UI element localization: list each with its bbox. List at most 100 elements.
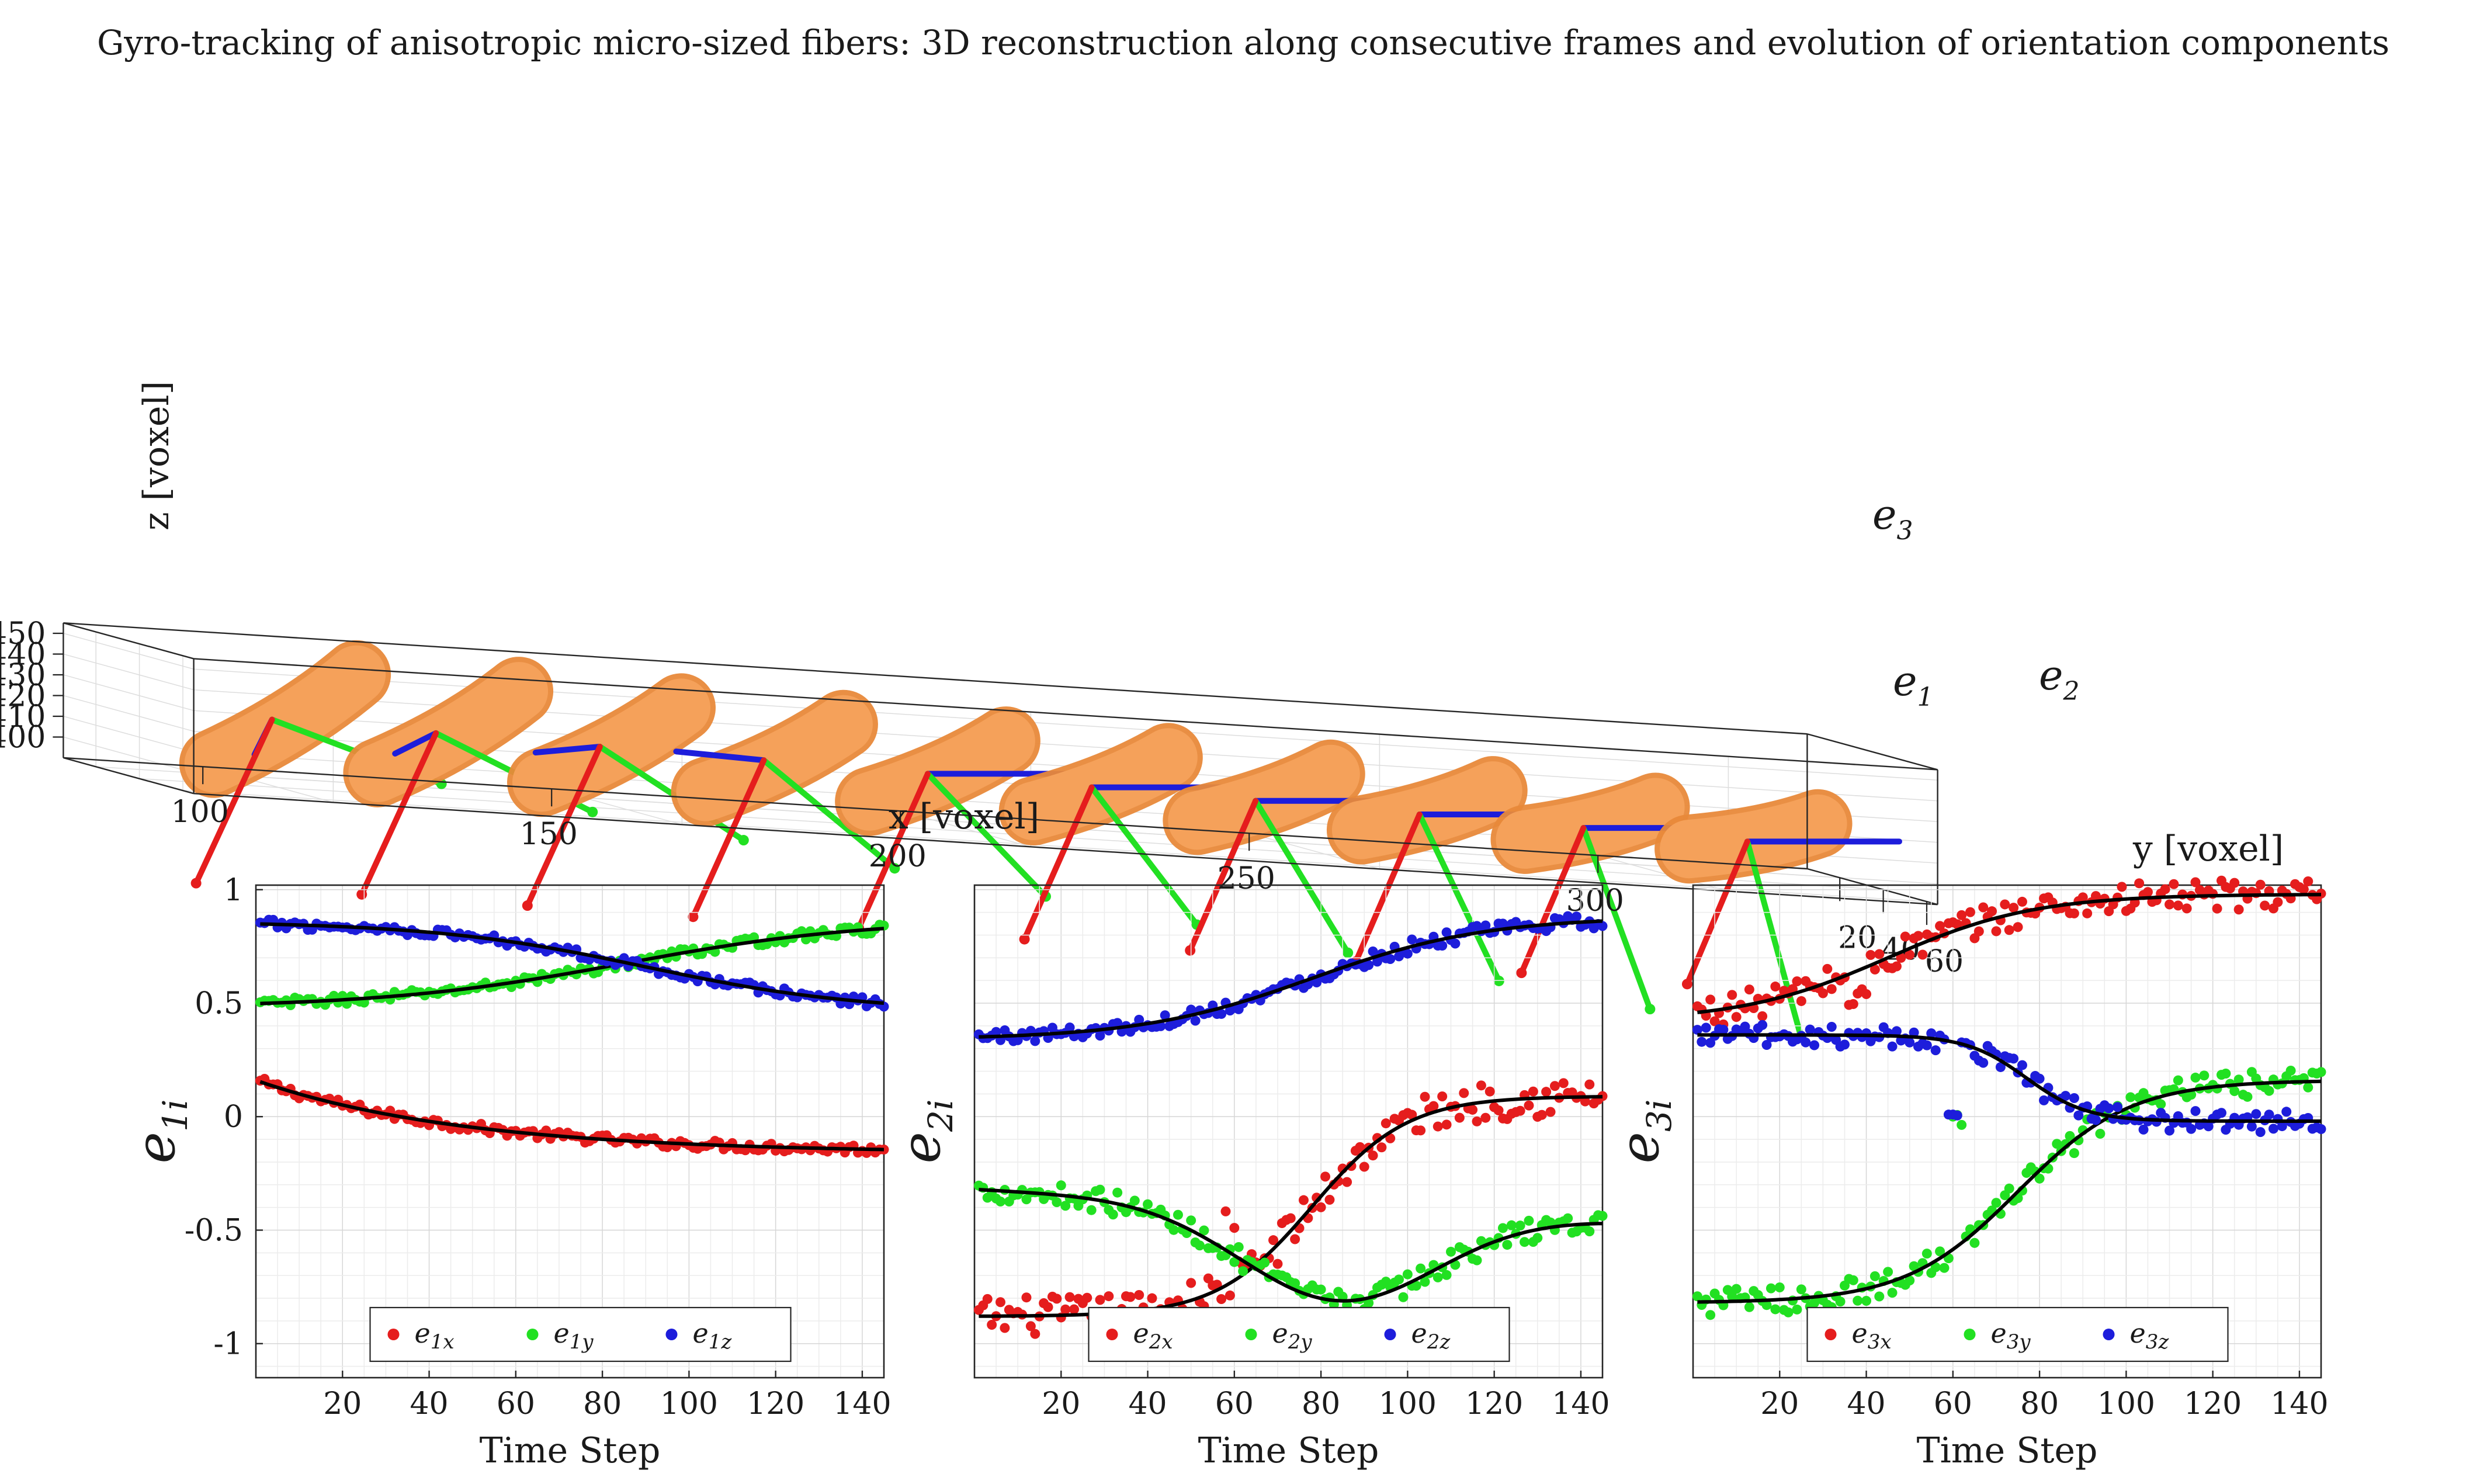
data-point-e2x (1536, 1109, 1547, 1120)
data-point-e3y (2221, 1069, 2231, 1079)
x-axis-label: Time Step (1198, 1430, 1379, 1471)
data-point-e2z (1112, 1018, 1123, 1028)
data-point-e2x (1272, 1258, 1283, 1269)
data-point-e2x (1432, 1121, 1443, 1132)
data-point-e3y (2285, 1066, 2296, 1076)
data-point-e2y (1173, 1209, 1183, 1220)
data-point-e3x (2004, 925, 2014, 935)
data-point-e2x (1558, 1078, 1569, 1088)
data-point-e2x (1472, 1116, 1482, 1126)
data-point-e2x (1320, 1171, 1331, 1182)
data-point-e3z (1718, 1024, 1729, 1035)
series-e1z (255, 914, 889, 1012)
data-point-e2z (1407, 934, 1417, 945)
data-point-e3y (1930, 1262, 1941, 1273)
data-point-e3z (2017, 1060, 2027, 1070)
data-point-e3z (1801, 1037, 1811, 1048)
data-point-e3y (1792, 1304, 1802, 1315)
data-point-e3y (2264, 1086, 2274, 1096)
x-tick-label: 100 (1379, 1386, 1437, 1421)
data-point-e2x (1298, 1195, 1309, 1205)
data-point-e3z (1909, 1027, 1919, 1038)
data-point-e2x (1468, 1104, 1478, 1115)
data-point-e2x (995, 1297, 1005, 1308)
vector-e1-head (190, 878, 202, 889)
data-point-e3z (2104, 1103, 2114, 1114)
data-point-e2z (1572, 911, 1582, 922)
data-point-e3z (2039, 1095, 2049, 1105)
legend-marker-e1y (526, 1329, 539, 1340)
x-tick-label: 120 (1465, 1386, 1523, 1421)
data-point-e3y (2034, 1173, 2045, 1184)
data-point-e2x (1125, 1292, 1136, 1302)
data-point-e2y (1394, 1274, 1404, 1285)
data-point-e3z (1761, 1039, 1772, 1050)
x-tick-label: 140 (833, 1386, 891, 1421)
data-point-e3y (1765, 1283, 1776, 1294)
vector-e3-frame-2 (392, 730, 439, 757)
data-point-e2y (1195, 1240, 1205, 1251)
data-point-e2y (1563, 1213, 1573, 1223)
data-point-e3z (1921, 1040, 1932, 1050)
legend: e3x e3y e3z (1806, 1306, 2229, 1362)
vector-e1-head (522, 900, 533, 911)
vector-e3-frame-3 (532, 744, 603, 756)
series-e1x (255, 1074, 889, 1158)
data-point-e2z (1312, 977, 1322, 987)
data-point-e3x (1917, 949, 1928, 960)
data-point-e3x (1757, 1011, 1768, 1021)
data-point-e3y (1727, 1291, 1737, 1302)
data-point-e2x (1420, 1091, 1430, 1102)
data-point-e2y (1502, 1240, 1513, 1250)
data-point-e2y (995, 1196, 1005, 1206)
data-point-e3z (1978, 1057, 1989, 1068)
figure-title: Gyro-tracking of anisotropic micro-sized… (97, 23, 2389, 63)
label-e3: e3 (1872, 491, 1913, 546)
z-tick-label: 440 (0, 637, 46, 672)
data-point-e3x (1869, 964, 1880, 975)
fit-line-e3z (1697, 1033, 2321, 1123)
data-point-e2z (1597, 921, 1608, 931)
data-point-e3y (1921, 1249, 1932, 1259)
x-tick-label: 80 (583, 1386, 622, 1421)
vector-e2-head (1645, 1004, 1656, 1015)
data-point-e2y (1472, 1255, 1482, 1265)
data-point-e2y (1186, 1215, 1196, 1226)
legend-label-e1z: e1z (693, 1317, 733, 1354)
data-point-e3x (2090, 891, 2101, 902)
data-point-e2z (1064, 1022, 1075, 1033)
data-point-e3x (2298, 884, 2309, 894)
data-point-e2x (1000, 1323, 1010, 1333)
z-axis-label: z [voxel] (136, 381, 177, 531)
data-point-e3x (1913, 931, 1924, 941)
data-point-e3z (2268, 1124, 2278, 1134)
data-point-e2z (1441, 927, 1452, 938)
x-tick-label: 60 (1215, 1386, 1254, 1421)
legend-label-e2y: e2y (1272, 1317, 1313, 1354)
fiber-9 (1496, 778, 1685, 869)
data-point-e3x (2260, 900, 2270, 911)
data-point-e3y (1744, 1302, 1754, 1312)
data-point-e3y (1874, 1291, 1885, 1302)
data-point-e3x (1705, 994, 1716, 1005)
data-point-e2y (1432, 1272, 1443, 1282)
data-point-e3z (1826, 1022, 1837, 1032)
data-point-e2x (1597, 1091, 1608, 1101)
data-point-e2x (1069, 1304, 1080, 1315)
data-point-e3y (1883, 1267, 1893, 1277)
data-point-e3y (1887, 1288, 1898, 1298)
data-point-e3y (2065, 1131, 2075, 1141)
data-point-e2x (987, 1320, 997, 1330)
z-tick-label: 420 (0, 679, 46, 714)
data-point-e3x (1987, 906, 1997, 917)
data-point-e3z (1995, 1062, 2006, 1072)
z-tick-label: 430 (0, 658, 46, 693)
vector-e1-frame-2 (359, 730, 439, 897)
data-point-e3y (1848, 1275, 1858, 1285)
data-point-e3x (2082, 908, 2093, 918)
fit-line-e2x (979, 1095, 1603, 1318)
data-point-e3z (1926, 1028, 1937, 1039)
data-point-e3y (1853, 1295, 1863, 1306)
vector-e2-frame-8 (1416, 811, 1502, 984)
y-tick-label: -1 (213, 1327, 243, 1362)
